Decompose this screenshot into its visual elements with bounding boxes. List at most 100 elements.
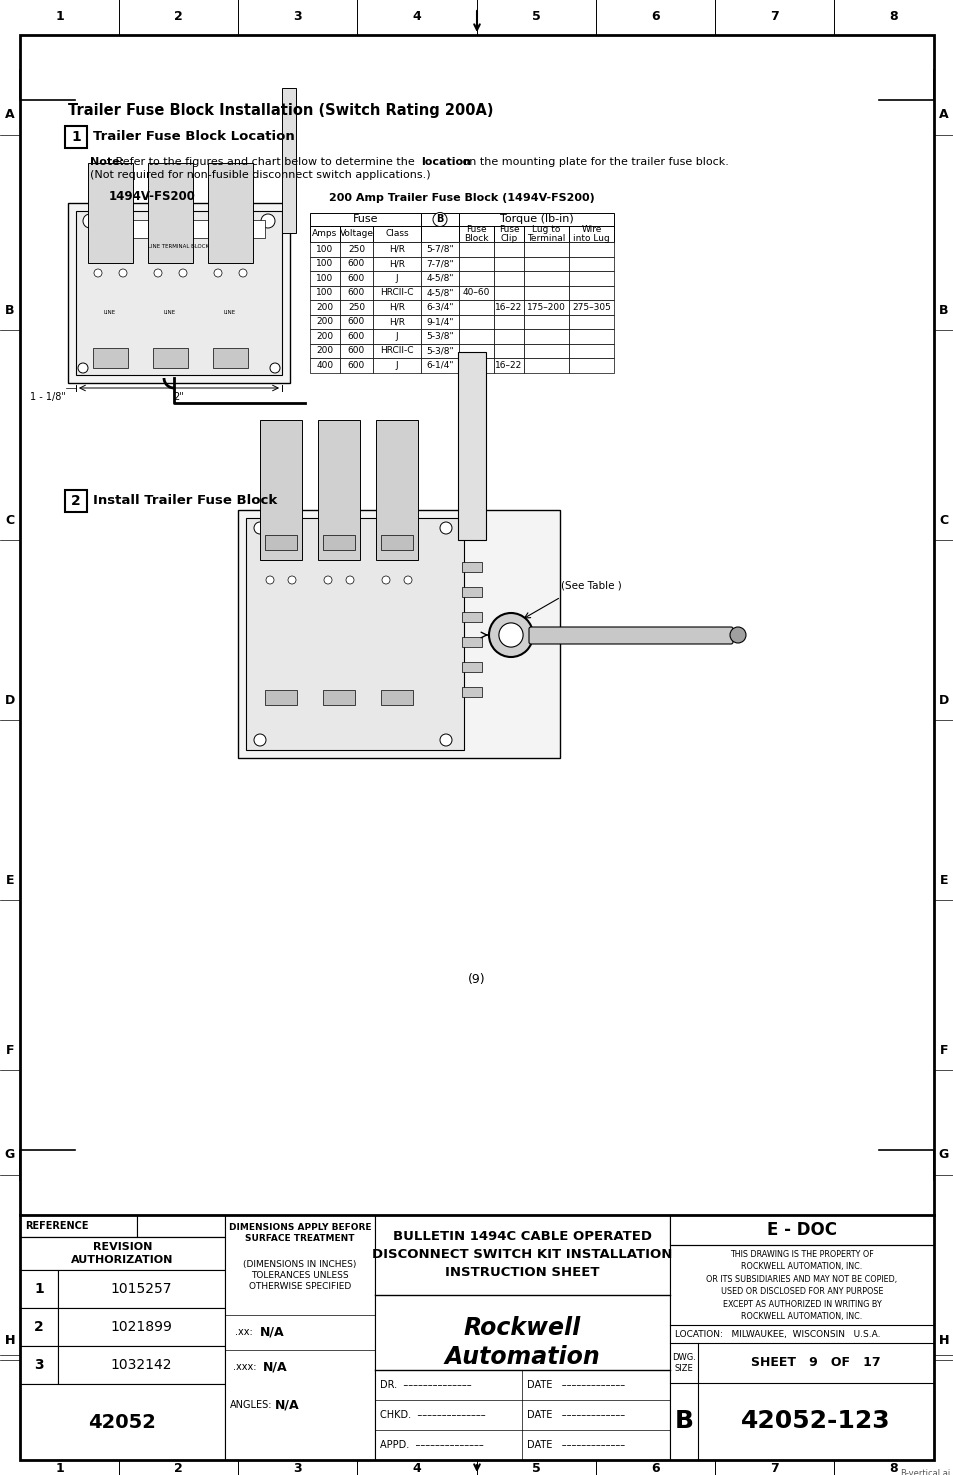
Bar — [76, 211, 282, 375]
Text: 1494V-FS200: 1494V-FS200 — [109, 190, 195, 204]
Text: B-vertical.ai: B-vertical.ai — [899, 1469, 949, 1475]
Bar — [458, 358, 494, 373]
Circle shape — [381, 577, 390, 584]
Bar — [523, 242, 568, 257]
Text: 600: 600 — [348, 274, 365, 283]
Text: .xxx:: .xxx: — [233, 1361, 256, 1372]
Text: 600: 600 — [348, 288, 365, 298]
Bar — [461, 562, 481, 572]
Text: Class: Class — [385, 230, 409, 239]
Bar — [669, 1215, 933, 1460]
Bar — [260, 420, 302, 560]
Bar — [58, 1270, 225, 1308]
Bar — [237, 510, 559, 758]
Bar — [420, 226, 458, 242]
Text: 5: 5 — [532, 10, 540, 24]
Text: 100: 100 — [316, 260, 334, 268]
Text: 1032142: 1032142 — [111, 1358, 172, 1372]
Text: 200: 200 — [316, 317, 334, 326]
Bar — [339, 344, 373, 358]
Text: Refer to the figures and chart below to determine the: Refer to the figures and chart below to … — [112, 156, 417, 167]
Text: .xx:: .xx: — [234, 1328, 253, 1336]
Bar — [339, 329, 373, 344]
Circle shape — [78, 363, 88, 373]
Text: CHKD.  ––––––––––––––: CHKD. –––––––––––––– — [379, 1410, 485, 1420]
Bar — [310, 329, 339, 344]
Text: 9-1/4": 9-1/4" — [426, 317, 454, 326]
Text: 16–22: 16–22 — [495, 302, 522, 311]
Text: 250: 250 — [348, 245, 365, 254]
Text: 4-5/8": 4-5/8" — [426, 274, 454, 283]
Text: A: A — [938, 109, 948, 121]
Text: D: D — [5, 693, 15, 707]
Bar — [323, 535, 355, 550]
Bar — [310, 271, 339, 286]
Text: 4: 4 — [413, 1462, 421, 1475]
Text: THIS DRAWING IS THE PROPERTY OF
ROCKWELL AUTOMATION, INC.
OR ITS SUBSIDIARIES AN: THIS DRAWING IS THE PROPERTY OF ROCKWELL… — [706, 1249, 897, 1322]
Text: 7-7/8": 7-7/8" — [426, 260, 454, 268]
Text: DIMENSIONS APPLY BEFORE
SURFACE TREATMENT: DIMENSIONS APPLY BEFORE SURFACE TREATMEN… — [229, 1223, 371, 1243]
Bar — [20, 1384, 225, 1460]
Circle shape — [270, 363, 280, 373]
Bar — [310, 257, 339, 271]
Text: DATE   –––––––––––––: DATE ––––––––––––– — [526, 1440, 624, 1450]
Text: N/A: N/A — [274, 1398, 299, 1412]
Text: 600: 600 — [348, 361, 365, 370]
Bar — [310, 242, 339, 257]
Text: A: A — [5, 109, 15, 121]
Bar — [420, 242, 458, 257]
Circle shape — [94, 268, 102, 277]
Text: location: location — [420, 156, 471, 167]
Bar — [20, 1347, 58, 1384]
Text: 8: 8 — [889, 10, 898, 24]
Text: H/R: H/R — [389, 260, 405, 268]
Text: 42052: 42052 — [89, 1413, 156, 1432]
Bar — [420, 358, 458, 373]
Bar — [380, 690, 413, 705]
Text: J: J — [395, 332, 398, 341]
Text: APPD.  ––––––––––––––: APPD. –––––––––––––– — [379, 1440, 483, 1450]
Bar — [458, 212, 614, 226]
Bar — [461, 612, 481, 622]
Text: J: J — [395, 274, 398, 283]
Text: HRCII-C: HRCII-C — [380, 288, 414, 298]
Text: (See Table ): (See Table ) — [560, 580, 621, 590]
Text: C: C — [939, 513, 947, 527]
Text: Amps: Amps — [312, 230, 337, 239]
Bar — [568, 299, 614, 314]
Text: Torque (lb-in): Torque (lb-in) — [499, 214, 573, 224]
Bar — [568, 358, 614, 373]
Bar — [568, 257, 614, 271]
Text: 200: 200 — [316, 302, 334, 311]
Bar — [523, 299, 568, 314]
Text: C: C — [6, 513, 14, 527]
Text: F: F — [939, 1043, 947, 1056]
Text: B: B — [939, 304, 947, 317]
Bar — [339, 242, 373, 257]
Text: 1 - 1/8": 1 - 1/8" — [30, 392, 66, 403]
Text: 2: 2 — [174, 10, 183, 24]
Bar — [568, 314, 614, 329]
Text: DATE   –––––––––––––: DATE ––––––––––––– — [526, 1381, 624, 1389]
Text: N/A: N/A — [263, 1360, 287, 1373]
Bar — [65, 490, 87, 512]
Text: ANGLES:: ANGLES: — [230, 1400, 273, 1410]
Bar — [568, 344, 614, 358]
Bar — [339, 226, 373, 242]
Bar — [152, 348, 188, 367]
Circle shape — [153, 268, 162, 277]
Text: H: H — [938, 1333, 948, 1347]
Bar — [375, 1215, 669, 1460]
Text: H: H — [5, 1333, 15, 1347]
Bar — [461, 587, 481, 597]
Text: H/R: H/R — [389, 317, 405, 326]
Text: 200 Amp Trailer Fuse Block (1494V-FS200): 200 Amp Trailer Fuse Block (1494V-FS200) — [329, 193, 595, 204]
Bar — [310, 344, 339, 358]
Bar — [380, 535, 413, 550]
Bar — [373, 242, 420, 257]
Bar — [568, 242, 614, 257]
Bar — [494, 257, 523, 271]
Text: 1: 1 — [71, 130, 81, 145]
Circle shape — [433, 212, 447, 227]
Bar — [373, 286, 420, 299]
